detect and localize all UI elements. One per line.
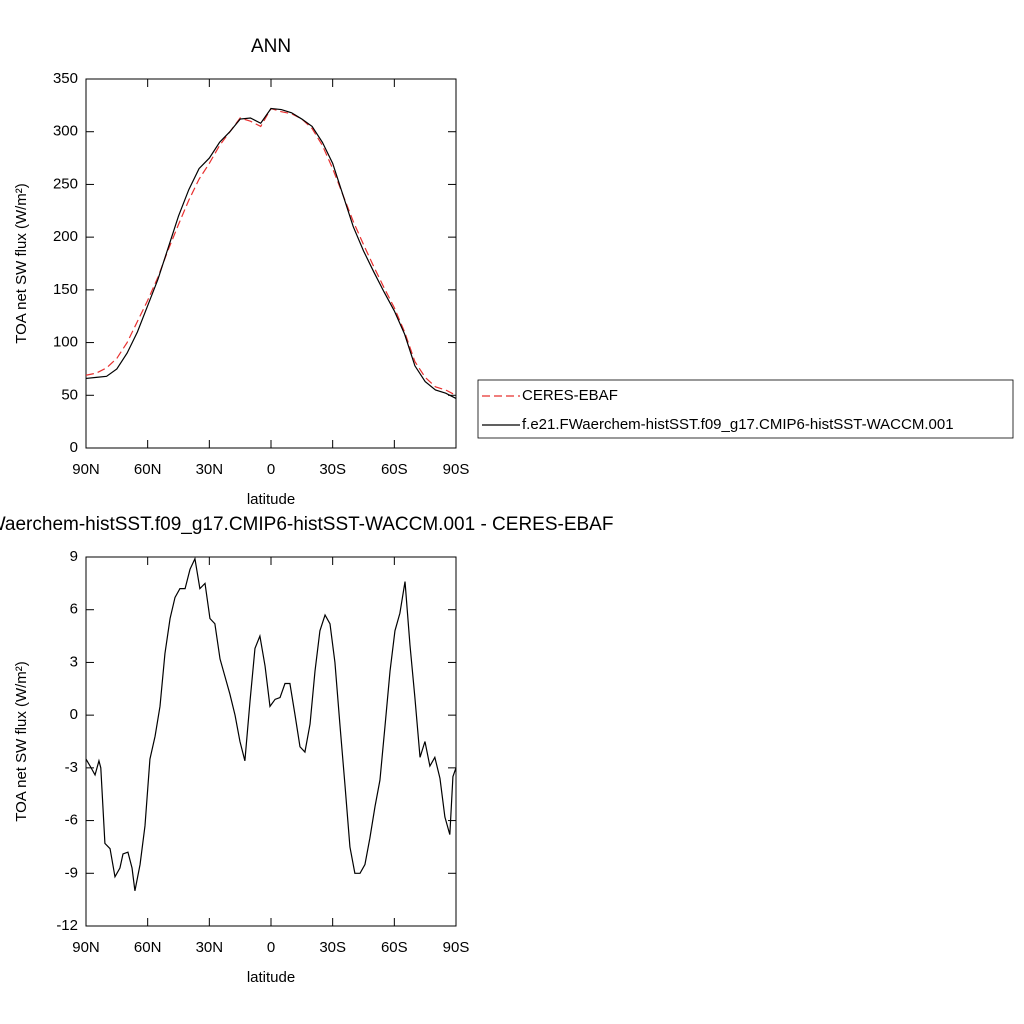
y-tick-label: -6: [65, 812, 78, 829]
x-tick-label: 90S: [443, 939, 470, 956]
y-axis-label: TOA net SW flux (W/m²): [13, 661, 30, 822]
legend-box: [477, 379, 1014, 439]
x-tick-label: 90S: [443, 461, 470, 478]
plot-frame: [85, 78, 457, 449]
x-axis-label: latitude: [247, 491, 295, 508]
y-tick-label: 9: [70, 548, 78, 565]
data-line: [85, 107, 457, 399]
x-tick-label: 30S: [319, 461, 346, 478]
chart-title: f.e21.FWaerchem-histSST.f09_g17.CMIP6-hi…: [0, 514, 613, 535]
x-tick-label: 30N: [196, 939, 224, 956]
y-tick-label: -12: [56, 917, 78, 934]
y-tick-label: 300: [53, 123, 78, 140]
y-tick-label: 0: [70, 439, 78, 456]
x-tick-label: 0: [267, 939, 275, 956]
x-tick-label: 60N: [134, 461, 162, 478]
y-tick-label: 6: [70, 601, 78, 618]
chart-title: ANN: [251, 36, 291, 57]
x-tick-label: 0: [267, 461, 275, 478]
x-tick-label: 60S: [381, 939, 408, 956]
y-tick-label: 0: [70, 706, 78, 723]
x-tick-label: 30N: [196, 461, 224, 478]
legend-label: CERES-EBAF: [522, 387, 618, 404]
y-tick-label: 350: [53, 70, 78, 87]
legend-label: f.e21.FWaerchem-histSST.f09_g17.CMIP6-hi…: [522, 416, 954, 433]
y-tick-label: -9: [65, 864, 78, 881]
x-tick-label: 60S: [381, 461, 408, 478]
y-tick-label: 250: [53, 175, 78, 192]
x-tick-label: 90N: [72, 939, 100, 956]
data-line: [85, 107, 457, 396]
y-tick-label: 100: [53, 334, 78, 351]
y-tick-label: 150: [53, 281, 78, 298]
x-tick-label: 30S: [319, 939, 346, 956]
x-tick-label: 90N: [72, 461, 100, 478]
y-tick-label: -3: [65, 759, 78, 776]
x-tick-label: 60N: [134, 939, 162, 956]
y-tick-label: 3: [70, 653, 78, 670]
y-tick-label: 50: [61, 386, 78, 403]
y-tick-label: 200: [53, 228, 78, 245]
x-axis-label: latitude: [247, 969, 295, 986]
data-line: [85, 556, 457, 891]
y-axis-label: TOA net SW flux (W/m²): [13, 183, 30, 344]
